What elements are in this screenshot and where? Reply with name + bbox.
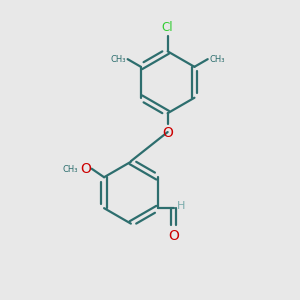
Text: O: O [162,126,173,140]
Text: CH₃: CH₃ [63,165,78,174]
Text: CH₃: CH₃ [110,55,126,64]
Text: H: H [177,201,186,211]
Text: Cl: Cl [162,21,173,34]
Text: CH₃: CH₃ [209,55,225,64]
Text: O: O [168,229,179,243]
Text: O: O [80,162,91,176]
